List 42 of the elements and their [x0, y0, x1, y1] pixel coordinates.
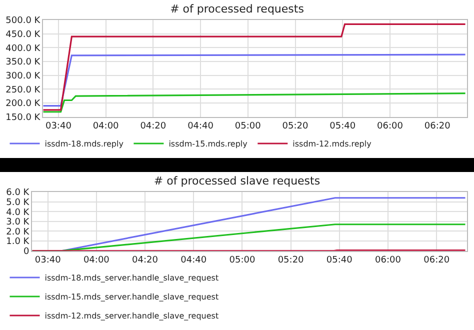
x-tick-label: 06:00 — [377, 122, 404, 132]
x-tick-label: 06:20 — [424, 122, 451, 132]
line-series — [43, 92, 466, 113]
y-tick-label: 6.0 K — [6, 188, 30, 198]
x-tick-label: 06:20 — [424, 256, 450, 266]
x-tick-label: 03:40 — [45, 122, 72, 132]
x-tick-label: 04:40 — [180, 256, 207, 266]
x-tick-label: 04:20 — [132, 256, 158, 266]
y-tick-label: 350.0 K — [6, 58, 42, 68]
x-tick-label: 06:00 — [375, 256, 402, 266]
x-tick-label: 05:40 — [330, 122, 356, 132]
legend-label: issdm-18.mds.reply — [44, 140, 124, 149]
y-tick-label: 450.0 K — [6, 30, 42, 40]
chart-title: # of processed requests — [170, 2, 304, 16]
x-tick-label: 05:40 — [326, 256, 353, 266]
x-tick-label: 03:40 — [34, 256, 62, 266]
y-tick-label: 5.0 K — [6, 198, 30, 208]
y-tick-label: 300.0 K — [6, 71, 42, 82]
x-tick-label: 04:40 — [188, 122, 214, 132]
y-tick-label: 2.0 K — [6, 227, 30, 238]
legend-label: issdm-15.mds.reply — [168, 140, 248, 149]
y-tick-label: 150.0 K — [6, 113, 42, 123]
x-tick-label: 04:20 — [140, 122, 166, 132]
y-tick-label: 1.0 K — [6, 237, 30, 248]
y-tick-label: 250.0 K — [6, 85, 42, 96]
x-tick-label: 05:20 — [278, 256, 304, 266]
x-tick-label: 05:00 — [234, 122, 262, 132]
x-tick-label: 05:00 — [229, 256, 256, 266]
y-tick-label: 0 — [23, 247, 30, 257]
legend-label: issdm-15.mds_server.handle_slave_request — [44, 292, 219, 302]
y-tick-label: 500.0 K — [6, 16, 42, 26]
x-tick-label: 05:20 — [282, 122, 308, 132]
legend-label: issdm-12.mds.reply — [292, 140, 372, 149]
y-tick-label: 200.0 K — [6, 99, 42, 110]
chart-title: # of processed slave requests — [154, 174, 320, 188]
x-tick-label: 04:00 — [83, 256, 110, 266]
legend-label: issdm-18.mds_server.handle_slave_request — [44, 274, 219, 283]
y-tick-label: 4.0 K — [6, 208, 30, 218]
y-tick-label: 400.0 K — [6, 44, 42, 54]
y-tick-label: 3.0 K — [6, 218, 30, 228]
legend-label: issdm-12.mds_server.handle_slave_request — [44, 312, 219, 321]
x-tick-label: 04:00 — [92, 122, 120, 132]
